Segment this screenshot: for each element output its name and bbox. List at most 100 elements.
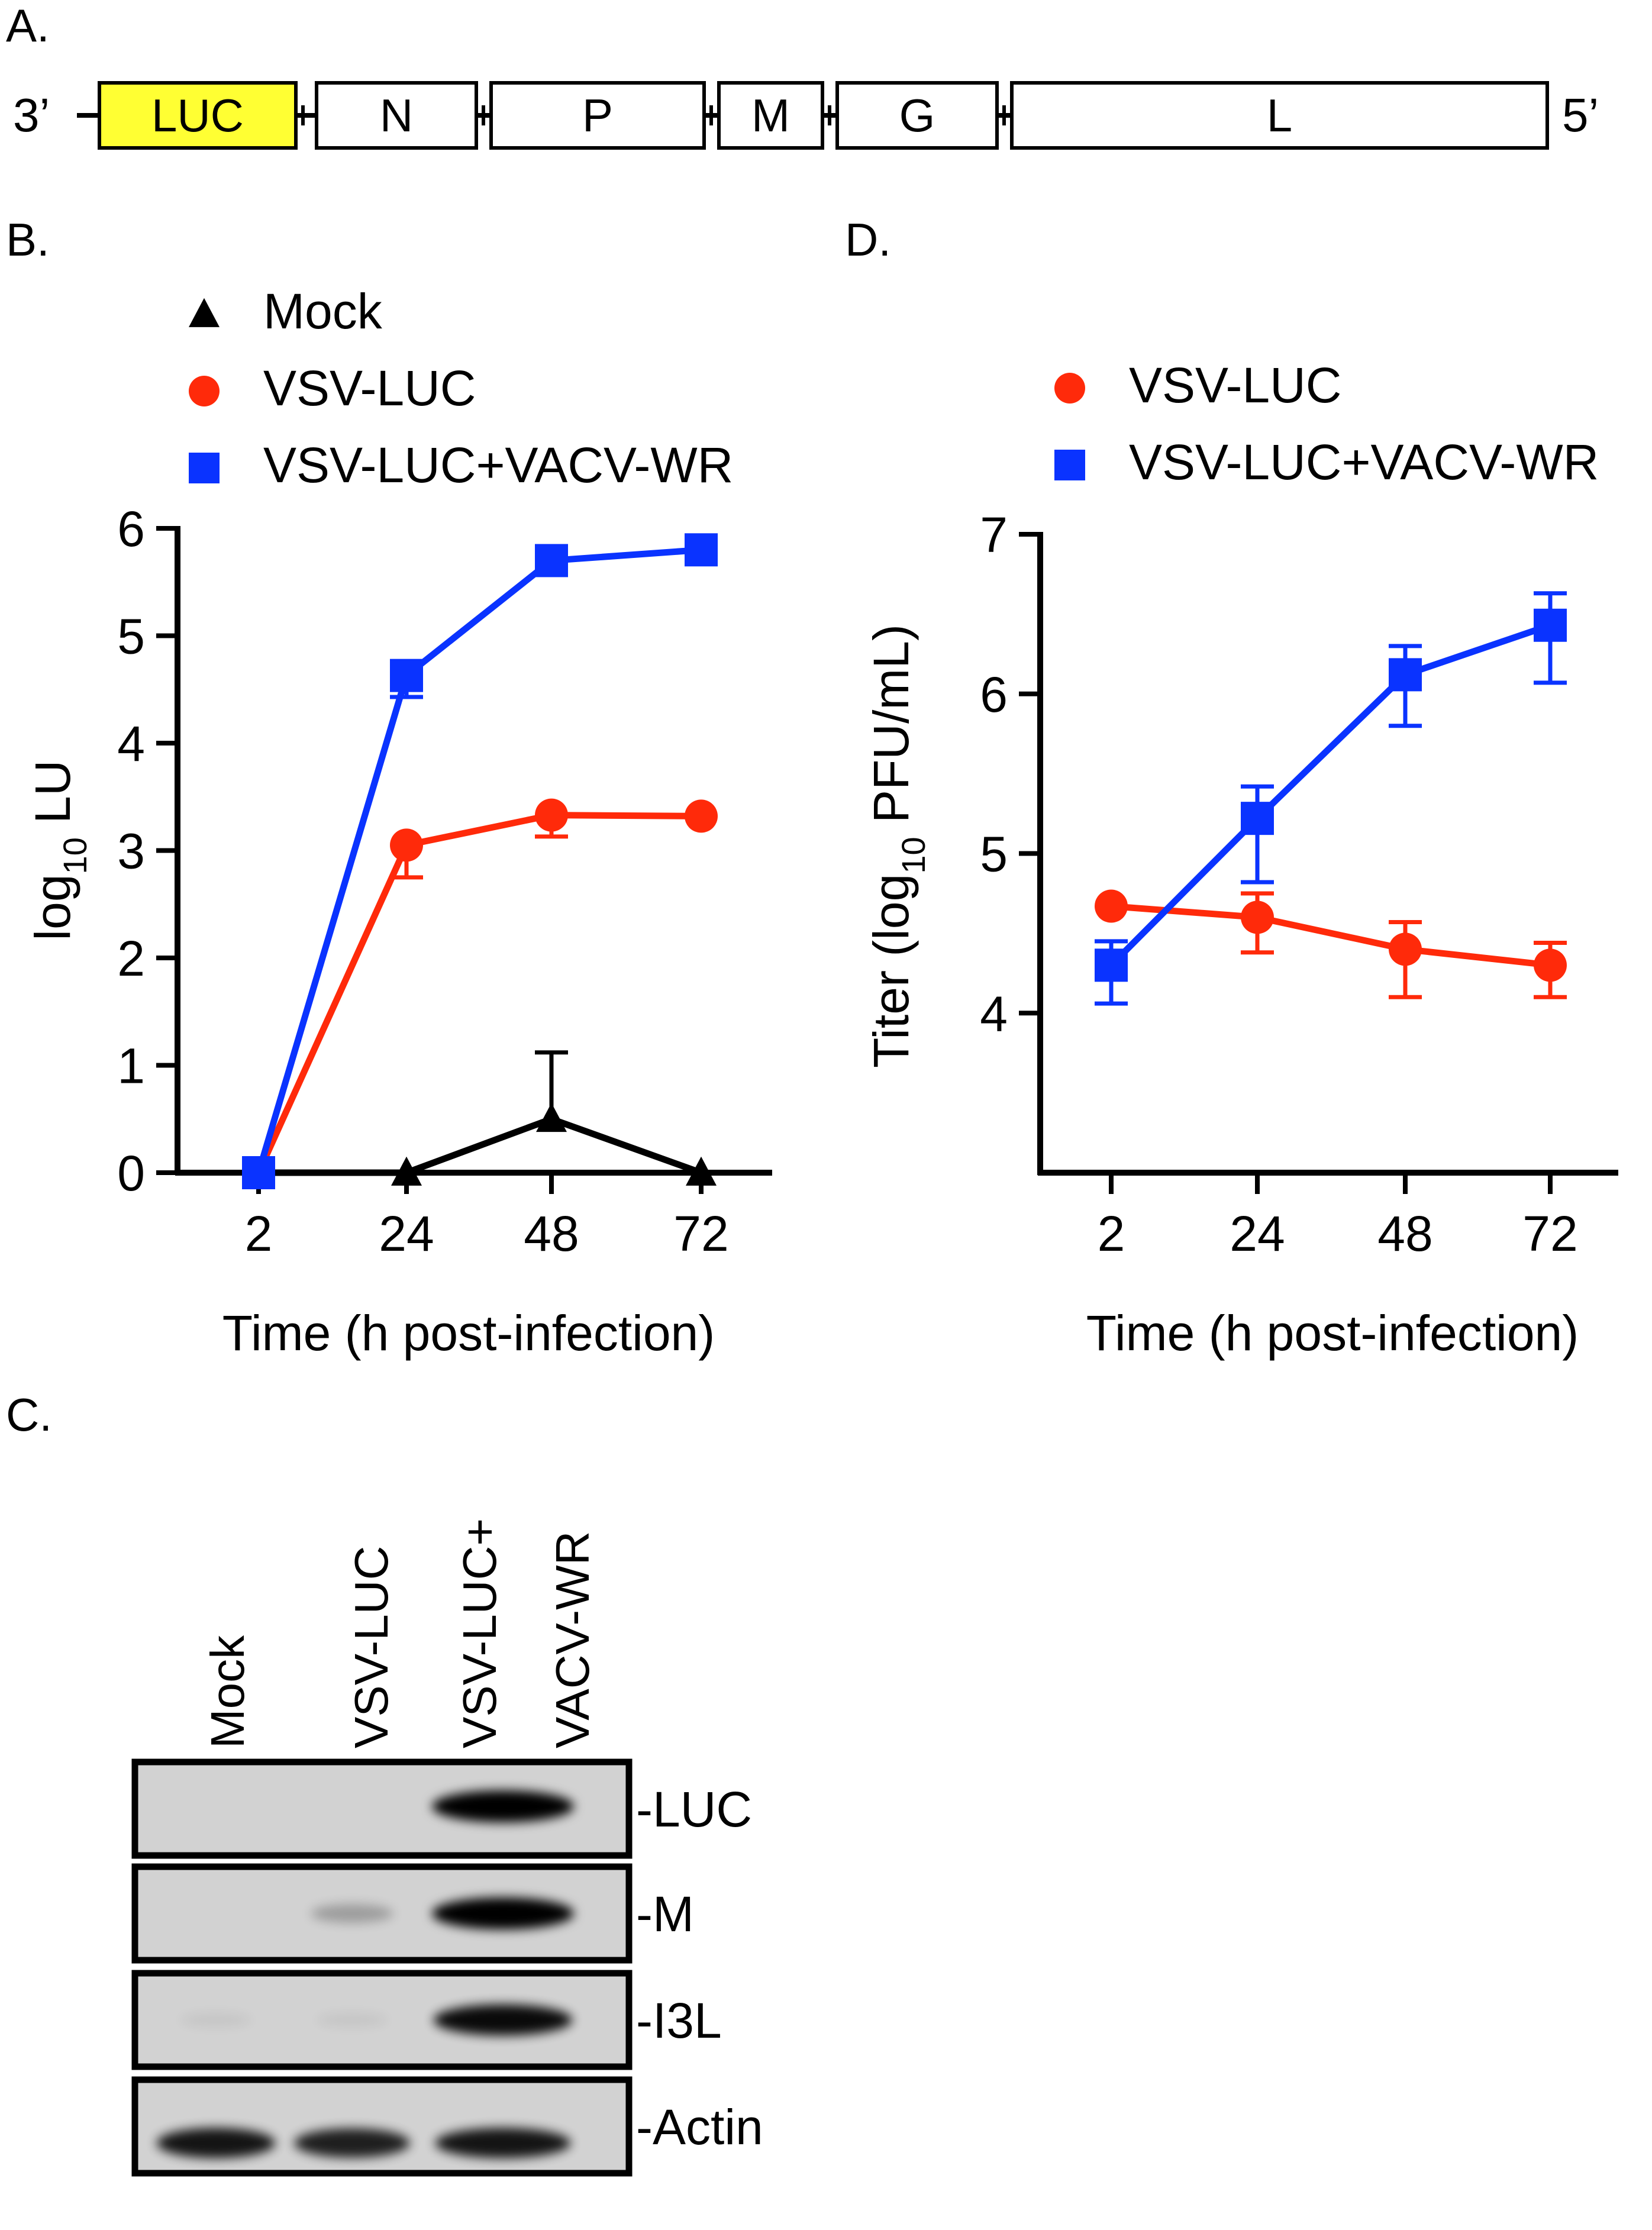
data-point-circle <box>1241 901 1274 934</box>
data-point-square <box>535 544 568 577</box>
y-tick-label: 0 <box>117 1145 145 1201</box>
data-point-square <box>685 533 718 567</box>
blot-actin: -Actin <box>131 2076 763 2177</box>
blot-band <box>311 1904 393 1923</box>
blot-i3l: -I3L <box>131 1970 722 2070</box>
y-axis-label-tail: PFU/mL) <box>863 624 919 837</box>
x-tick-label: 2 <box>245 1206 273 1261</box>
blot-band <box>432 1897 574 1929</box>
series-line <box>1109 622 1551 968</box>
gene-label-l: L <box>1267 89 1292 141</box>
blot-band <box>180 2012 252 2028</box>
blot-band <box>316 2012 388 2028</box>
data-point-square <box>1389 658 1422 692</box>
y-tick-label: 7 <box>980 507 1008 563</box>
y-axis-label-subscript: 10 <box>56 837 93 874</box>
gene-box-p <box>489 81 706 150</box>
data-point-square <box>390 659 423 692</box>
data-point-triangle <box>686 1156 717 1186</box>
data-point-square <box>242 1156 275 1189</box>
series-vsv-luc+vacv-wr <box>1095 591 1567 1006</box>
y-tick-label: 3 <box>117 824 145 879</box>
y-tick-label: 4 <box>980 986 1008 1041</box>
gene-box-m <box>717 81 824 150</box>
data-point-circle <box>1389 932 1422 966</box>
genome-5-prime-end: 5’ <box>1562 89 1599 141</box>
blot-band <box>433 2004 573 2036</box>
legend-marker-square <box>1054 450 1085 480</box>
y-tick-label: 5 <box>980 827 1008 882</box>
panel-a-label: A. <box>6 0 50 51</box>
blot-label-i3l: -I3L <box>636 1993 722 2048</box>
data-point-circle <box>390 828 423 862</box>
legend-d: VSV-LUC VSV-LUC+VACV-WR <box>1054 357 1599 490</box>
y-tick-label: 4 <box>117 716 145 772</box>
gene-label-g: G <box>899 89 935 141</box>
data-point-square <box>1534 608 1567 642</box>
gene-box-luc <box>98 81 298 150</box>
genome-3-prime-end: 3’ <box>13 89 50 141</box>
x-tick-label: 72 <box>1522 1206 1577 1261</box>
y-tick-label: 5 <box>117 609 145 664</box>
y-axis-label-subscript: 10 <box>895 837 932 873</box>
y-axis-label-main: log <box>25 874 80 940</box>
blot-band <box>435 2128 571 2158</box>
series-line <box>1111 903 1551 969</box>
x-tick-label: 2 <box>1098 1206 1125 1261</box>
series-vsv-luc <box>1095 889 1567 999</box>
lane-label: VSV-LUC <box>345 1546 398 1748</box>
legend-label-vsv-luc: VSV-LUC <box>263 360 476 416</box>
data-point-circle <box>535 798 568 832</box>
lane-label: VACV-WR <box>546 1531 599 1748</box>
legend-marker-circle <box>1054 373 1085 404</box>
y-tick-label: 2 <box>117 931 145 986</box>
x-axis-label: Time (h post-infection) <box>1086 1305 1579 1361</box>
legend-label-vsv-luc+vacv-wr: VSV-LUC+VACV-WR <box>263 437 733 493</box>
gene-box-n <box>315 81 478 150</box>
legend-marker-triangle <box>189 298 220 327</box>
x-axis-label: Time (h post-infection) <box>222 1305 715 1361</box>
blot-band <box>294 2128 410 2158</box>
lane-label: VSV-LUC+ <box>453 1518 506 1748</box>
data-point-square <box>1095 948 1128 982</box>
x-tick-label: 24 <box>379 1206 434 1261</box>
y-tick-label: 6 <box>117 501 145 557</box>
data-point-square <box>1241 802 1274 835</box>
legend-label-vsv-luc: VSV-LUC <box>1129 357 1341 413</box>
series-vsv-luc+vacv-wr <box>242 533 718 1189</box>
panel-c: C. Mock VSV-LUC VSV-LUC+ VACV-WR -LUC -M -I3L… <box>6 1389 763 2177</box>
y-tick-label: 1 <box>117 1038 145 1094</box>
genome-genes: LUC N P M G L <box>98 81 1549 150</box>
legend-marker-square <box>189 453 220 483</box>
y-axis-label-main: Titer (log <box>863 874 919 1068</box>
blot-label-luc: -LUC <box>636 1782 752 1837</box>
x-tick-label: 48 <box>1377 1206 1432 1261</box>
gene-box-l <box>1010 81 1549 150</box>
panel-b: B. Mock VSV-LUC VSV-LUC+VACV-WR 0 1 2 3 4 5 6 2 24… <box>6 214 772 1361</box>
gene-label-luc: LUC <box>151 89 244 141</box>
x-tick-label: 48 <box>524 1206 579 1261</box>
gene-label-n: N <box>380 89 413 141</box>
blot-membrane <box>131 2076 633 2177</box>
lane-label: Mock <box>201 1635 254 1748</box>
data-point-circle <box>1534 948 1567 982</box>
gene-label-m: M <box>751 89 790 141</box>
gene-label-p: P <box>582 89 613 141</box>
data-point-circle <box>685 799 718 833</box>
legend-label-mock: Mock <box>263 283 383 339</box>
data-point-circle <box>1095 889 1128 923</box>
y-axis-label: Titer (log10 PFU/mL) <box>863 624 932 1068</box>
series-line <box>259 1115 702 1176</box>
y-axis-label: log10 LU <box>25 760 93 940</box>
panel-d-label: D. <box>845 214 891 266</box>
blot-label-actin: -Actin <box>636 2099 763 2155</box>
chart-b: 0 1 2 3 4 5 6 2 24 48 72 Time (h post-infection) log… <box>25 501 772 1361</box>
gene-box-g <box>835 81 999 150</box>
series-line <box>255 812 702 1174</box>
legend-marker-circle <box>189 376 220 406</box>
panel-a: A. 3’ LUC N P M G L 5’ <box>6 0 1599 150</box>
blot-band <box>156 2128 276 2158</box>
blot-label-m: -M <box>636 1886 694 1942</box>
